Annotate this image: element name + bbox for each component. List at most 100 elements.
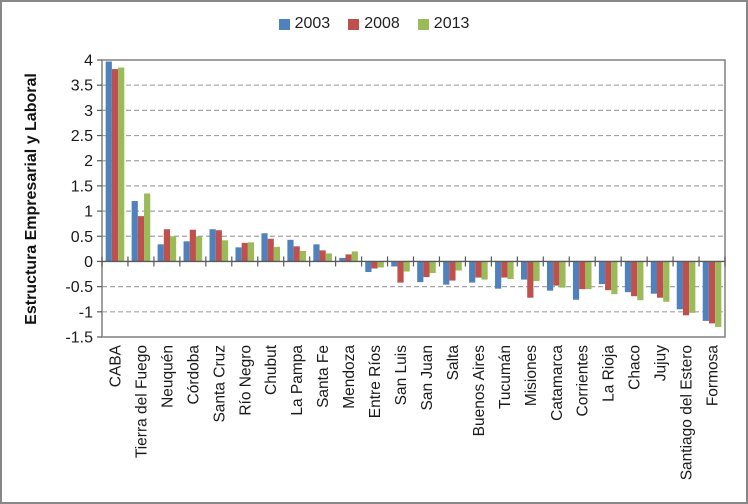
bar-2003	[598, 261, 606, 285]
x-category-label: Córdoba	[185, 345, 202, 405]
bar-2008	[553, 261, 560, 286]
bar-2003	[521, 261, 528, 280]
bar-2013	[637, 261, 644, 301]
y-tick-label: 3.5	[71, 78, 93, 95]
bar-2003	[443, 261, 450, 285]
bar-2003	[183, 241, 190, 262]
y-tick-label: 3	[84, 103, 93, 120]
bar-2013	[429, 261, 436, 274]
bar-2008	[631, 261, 638, 297]
y-tick-label: 4	[84, 53, 93, 70]
bar-2003	[495, 261, 502, 289]
x-category-label: Chubut	[263, 344, 280, 395]
legend-label-2013: 2013	[433, 15, 470, 32]
bar-2013	[481, 261, 488, 280]
x-category-label: Mendoza	[341, 345, 358, 409]
x-category-label: Jujuy	[653, 345, 670, 381]
x-category-label: Neuquén	[159, 345, 176, 408]
bar-2003	[365, 261, 372, 273]
bar-2003	[624, 261, 632, 293]
bar-2008	[319, 250, 326, 262]
x-category-label: San Luis	[393, 345, 410, 406]
bar-2003	[131, 201, 138, 262]
x-category-label: Buenos Aires	[471, 345, 488, 437]
y-tick-label: 0.5	[71, 229, 93, 246]
x-category-label: Formosa	[705, 345, 722, 407]
legend-swatch-2003	[278, 18, 290, 30]
bar-2008	[189, 229, 196, 262]
bar-2008	[708, 261, 716, 324]
bar-2003	[287, 239, 294, 262]
bar-2013	[507, 261, 514, 280]
bar-2003	[676, 261, 683, 310]
bar-2013	[221, 240, 229, 262]
bar-2008	[657, 261, 664, 298]
bar-2008	[527, 261, 534, 298]
legend-item-2013: 2013	[417, 15, 470, 33]
bar-2003	[105, 61, 112, 262]
y-tick-label: 2	[84, 153, 93, 170]
bar-2013	[585, 261, 592, 290]
bar-2013	[351, 251, 358, 262]
legend-item-2008: 2008	[348, 15, 400, 33]
y-tick-label: 2.5	[71, 128, 93, 145]
y-tick-label: -0.5	[65, 279, 93, 296]
bar-2013	[663, 261, 670, 302]
x-category-label: CABA	[107, 344, 124, 387]
bar-2013	[715, 261, 722, 327]
bar-2008	[293, 246, 300, 262]
bar-2013	[455, 261, 462, 271]
bar-2008	[241, 242, 248, 262]
bar-2013	[325, 253, 332, 262]
bar-2003	[572, 261, 580, 300]
plot-border	[101, 59, 726, 338]
bar-2013	[533, 261, 540, 282]
x-category-label: Chaco	[627, 345, 644, 390]
y-tick-label: 0	[84, 254, 93, 271]
bar-2013	[611, 261, 618, 295]
bar-2008	[163, 229, 170, 262]
bar-2013	[169, 236, 177, 262]
x-category-label: Misiones	[523, 345, 540, 406]
bar-2003	[546, 261, 554, 291]
bar-2008	[137, 216, 145, 262]
bar-2003	[702, 261, 709, 321]
bar-2008	[475, 261, 482, 278]
x-category-label: San Juan	[419, 345, 436, 411]
bar-2003	[209, 229, 216, 262]
bar-2003	[469, 261, 476, 283]
bar-2008	[397, 261, 404, 283]
bar-2013	[689, 261, 696, 313]
x-category-label: Santa Cruz	[211, 345, 228, 423]
bar-2013	[559, 261, 566, 288]
bar-2013	[144, 193, 151, 262]
bar-2003	[157, 244, 164, 262]
bar-2008	[605, 261, 612, 291]
bar-2003	[391, 261, 398, 267]
bar-2003	[339, 257, 346, 262]
legend-label-2003: 2003	[294, 15, 331, 32]
x-category-label: Corrientes	[575, 345, 592, 417]
bar-2008	[215, 230, 222, 262]
x-category-label: La Pampa	[289, 345, 306, 416]
y-tick-label: -1	[79, 304, 93, 321]
bar-2013	[273, 246, 281, 262]
legend-swatch-2008	[348, 18, 360, 30]
bar-2008	[579, 261, 586, 290]
bar-2003	[650, 261, 658, 294]
x-category-label: Tierra del Fuego	[133, 345, 150, 458]
bar-2013	[377, 261, 384, 268]
bar-2008	[111, 69, 119, 262]
x-category-label: Catamarca	[549, 345, 566, 421]
x-category-label: La Rioja	[601, 345, 618, 402]
bar-2008	[371, 261, 378, 269]
bar-2013	[299, 250, 306, 262]
x-category-label: Santa Fe	[315, 345, 332, 408]
bar-2013	[247, 242, 255, 262]
bar-2008	[423, 261, 430, 278]
y-tick-label: 1	[84, 204, 93, 221]
x-category-label: Entre Ríos	[367, 345, 384, 418]
x-category-label: Salta	[445, 345, 462, 381]
